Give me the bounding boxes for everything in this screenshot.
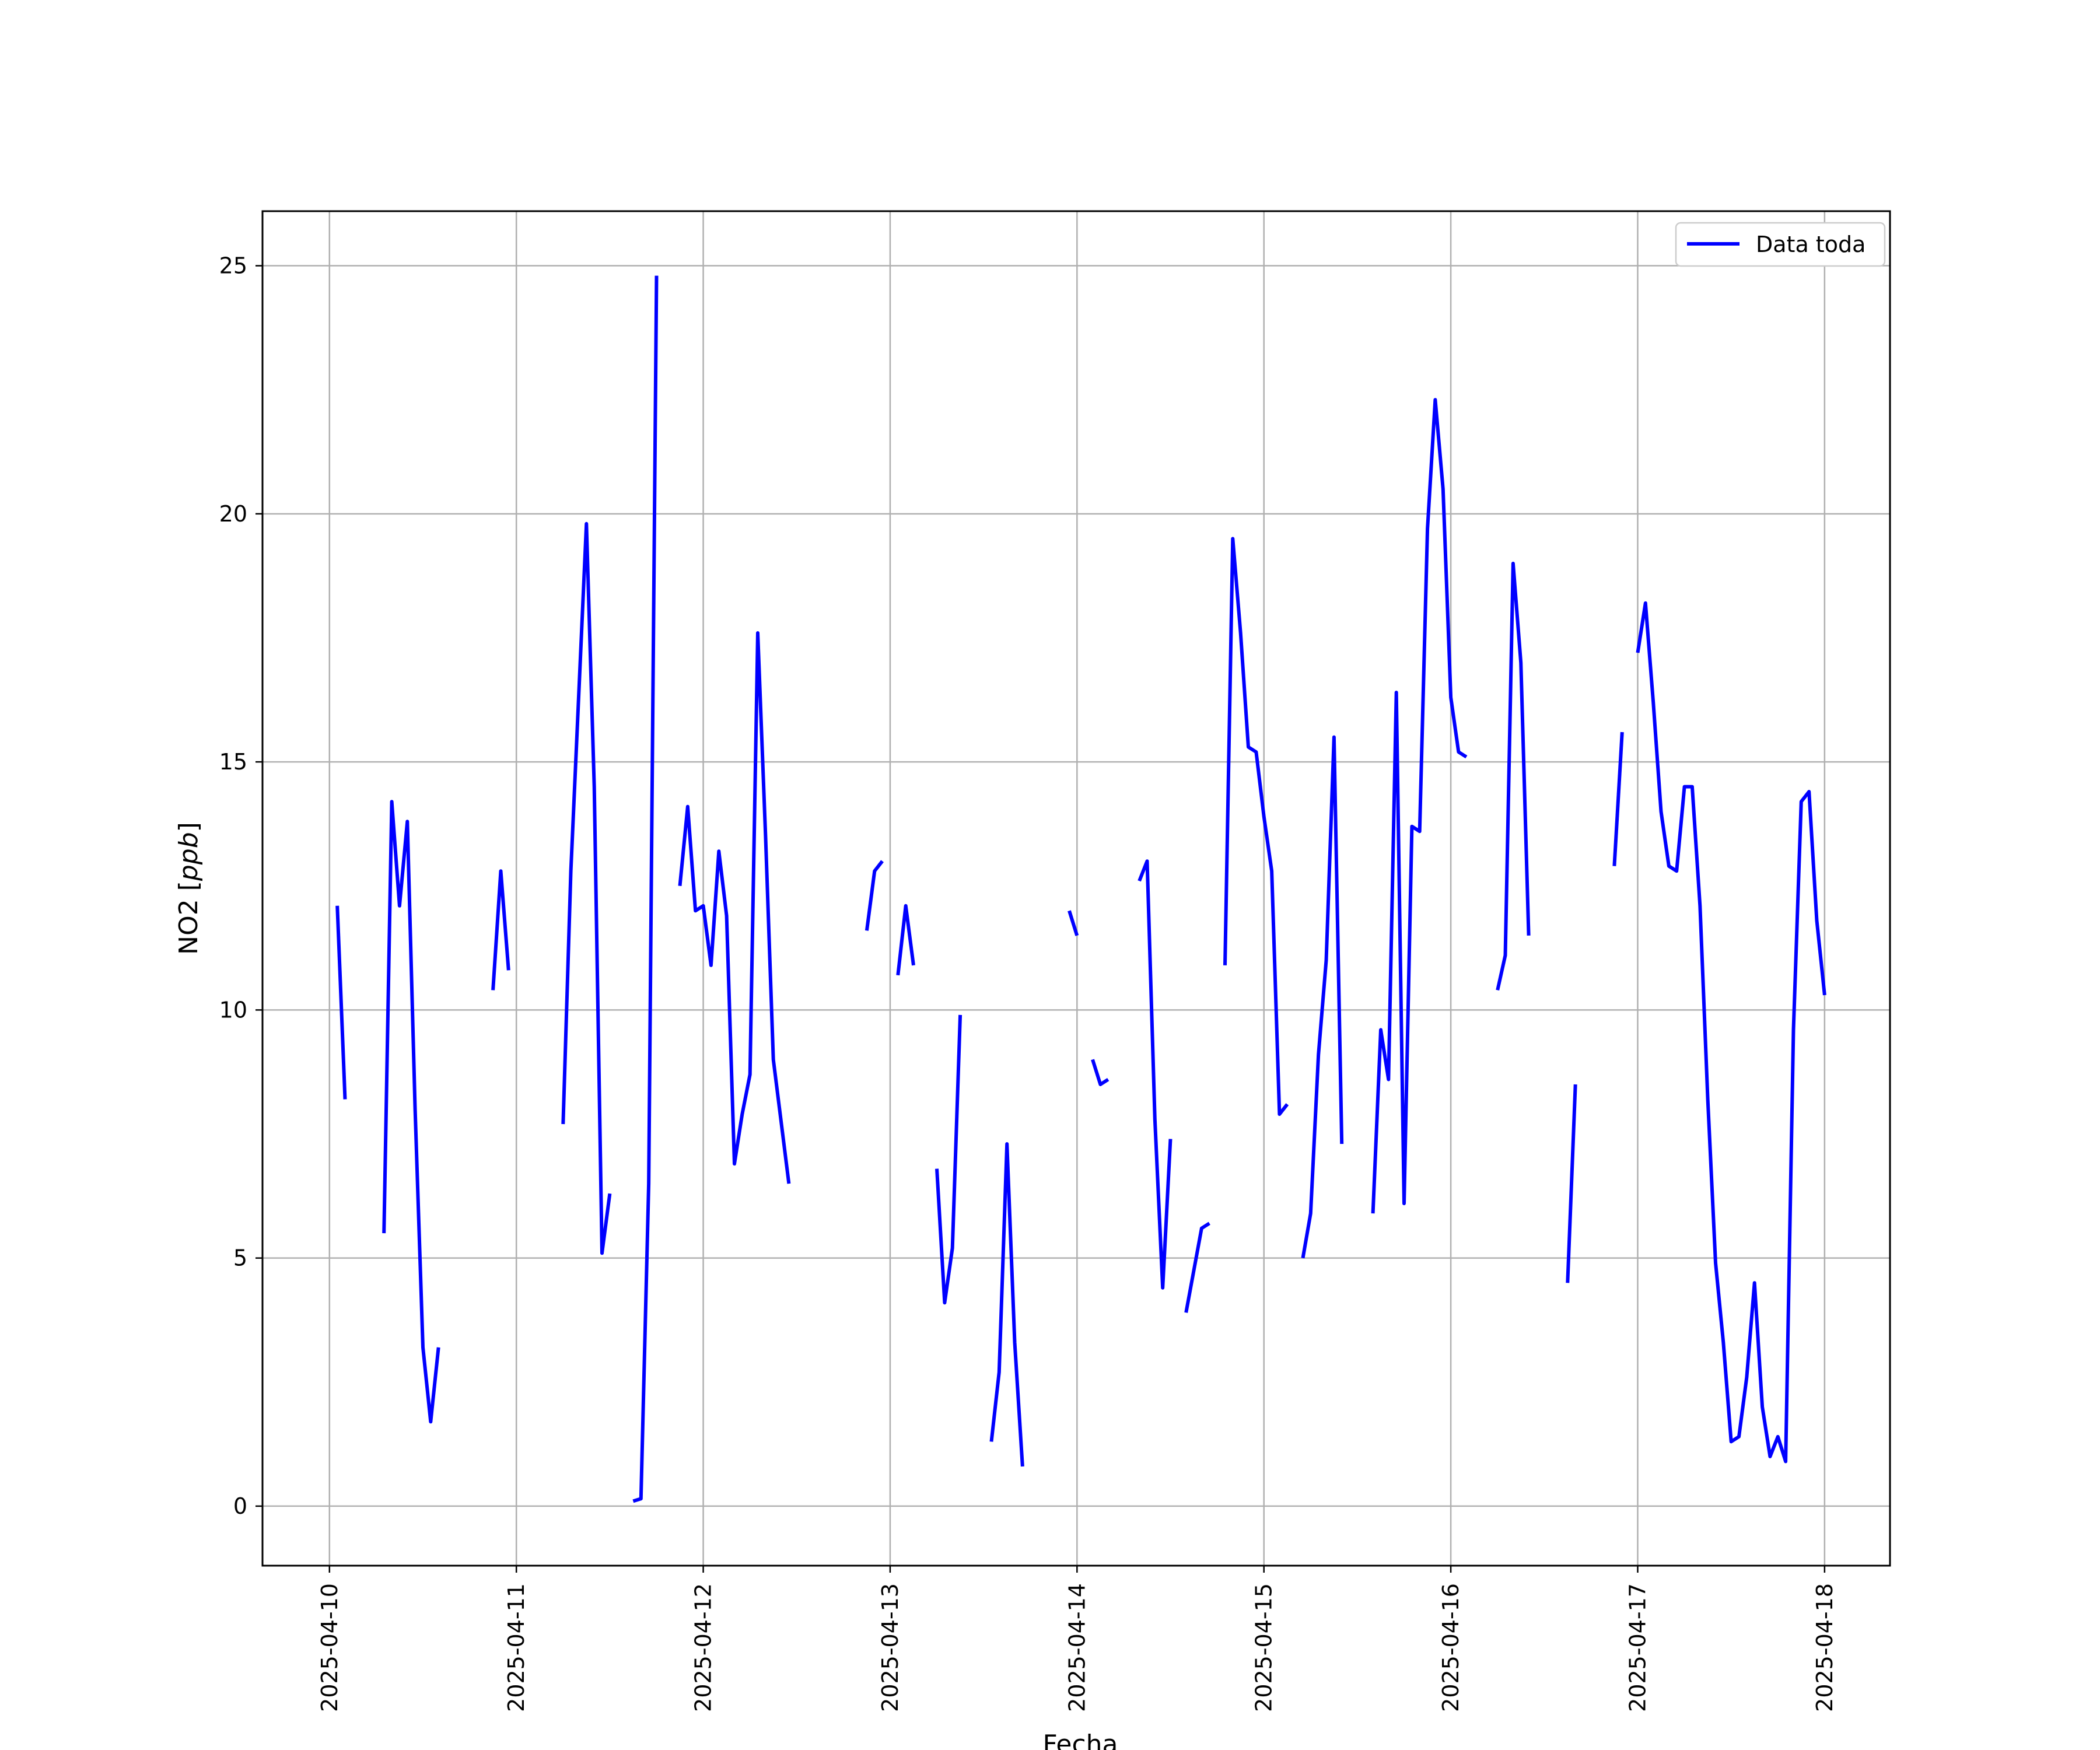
y-tick-label: 5 bbox=[233, 1245, 247, 1271]
series-line-segment bbox=[864, 860, 884, 931]
series-line-segment bbox=[1371, 398, 1468, 1214]
x-axis: 2025-04-10 2025-04-11 2025-04-12 2025-04-13… bbox=[317, 1566, 1838, 1712]
x-tick-label: 2025-04-17 bbox=[1625, 1583, 1650, 1712]
series-line-segment bbox=[1138, 859, 1172, 1290]
series-line-segment bbox=[335, 905, 347, 1100]
y-tick-label: 20 bbox=[219, 501, 247, 527]
x-tick-label: 2025-04-12 bbox=[691, 1583, 716, 1712]
series-line-segment bbox=[935, 1014, 963, 1305]
series-line-segment bbox=[1184, 1222, 1210, 1313]
y-axis-label-unit: ppb bbox=[174, 832, 204, 881]
series-line-segment bbox=[678, 631, 791, 1184]
series-line-segment bbox=[1496, 561, 1531, 991]
series-line-segment bbox=[1612, 732, 1624, 866]
y-axis-label: NO2 [ppb] bbox=[174, 822, 204, 955]
plot-frame bbox=[261, 210, 1891, 1567]
series-data-toda bbox=[335, 275, 1826, 1503]
x-tick-label: 2025-04-16 bbox=[1438, 1583, 1464, 1712]
grid-lines bbox=[262, 211, 1890, 1566]
y-axis: 0 5 10 15 20 25 bbox=[219, 253, 262, 1519]
y-axis-label-end: ] bbox=[174, 822, 204, 832]
y-tick-label: 10 bbox=[219, 997, 247, 1023]
series-line-segment bbox=[561, 522, 612, 1255]
y-tick-label: 25 bbox=[219, 253, 247, 279]
y-tick-label: 0 bbox=[233, 1493, 247, 1519]
series-line-segment bbox=[1301, 735, 1344, 1259]
legend: Data toda bbox=[1675, 222, 1886, 267]
x-tick-label: 2025-04-18 bbox=[1812, 1583, 1838, 1712]
series-line-segment bbox=[491, 869, 510, 991]
x-tick-label: 2025-04-11 bbox=[503, 1583, 529, 1712]
x-axis-label: Fecha bbox=[1042, 1730, 1118, 1750]
x-tick-label: 2025-04-10 bbox=[317, 1583, 342, 1712]
y-tick-label: 15 bbox=[219, 749, 247, 775]
series-line-segment bbox=[989, 1142, 1024, 1467]
series-line-segment bbox=[1636, 601, 1826, 1464]
legend-box bbox=[1675, 222, 1886, 267]
series-line-segment bbox=[382, 800, 440, 1424]
series-line-segment bbox=[896, 904, 915, 976]
series-line-segment bbox=[1566, 1084, 1577, 1283]
series-line-segment bbox=[632, 275, 659, 1503]
series-line-segment bbox=[1068, 910, 1079, 936]
x-tick-label: 2025-04-13 bbox=[877, 1583, 903, 1712]
x-tick-label: 2025-04-15 bbox=[1251, 1583, 1277, 1712]
y-axis-label-main: NO2 [ bbox=[174, 881, 204, 955]
legend-label: Data toda bbox=[1756, 232, 1866, 257]
series-line-segment bbox=[1091, 1059, 1110, 1086]
series-line-segment bbox=[1223, 537, 1289, 1116]
x-tick-label: 2025-04-14 bbox=[1064, 1583, 1090, 1712]
